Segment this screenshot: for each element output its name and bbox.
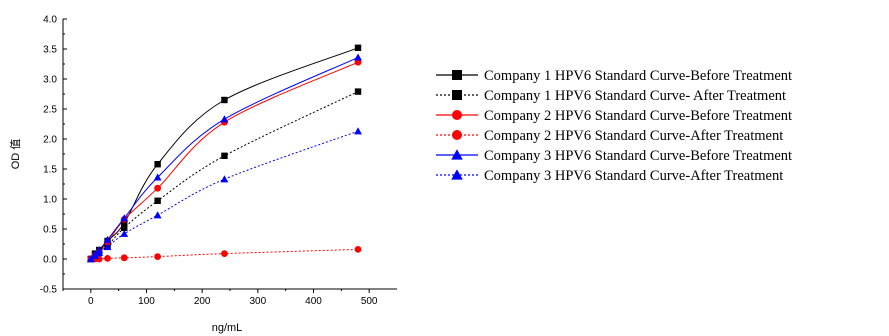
y-tick-label: 0.0 — [43, 255, 57, 266]
legend-marker-company-2-after — [452, 130, 462, 140]
data-point-company-1-before — [121, 219, 128, 227]
data-point-company-2-before — [154, 184, 162, 192]
markers — [86, 44, 362, 263]
data-point-company-2-after — [221, 250, 228, 257]
y-axis-title: OD 值 — [9, 139, 22, 170]
data-point-company-3-after — [120, 229, 129, 237]
legend-label-company-3-before: Company 3 HPV6 Standard Curve-Before Tre… — [484, 148, 792, 164]
data-point-company-3-before — [354, 53, 362, 61]
data-point-company-3-after — [91, 252, 99, 260]
x-tick-label: 500 — [361, 296, 378, 307]
y-tick-label: 2.5 — [43, 105, 57, 116]
data-point-company-2-after — [154, 253, 162, 260]
data-point-company-3-after — [95, 249, 104, 257]
data-point-company-3-after — [153, 211, 162, 219]
data-point-company-2-after — [120, 254, 128, 262]
legend-marker-company-1-after — [452, 90, 462, 100]
legend-marker-company-3-before — [451, 149, 463, 160]
data-point-company-1-after — [121, 224, 128, 231]
legend-label-company-3-after: Company 3 HPV6 Standard Curve-After Trea… — [484, 168, 783, 184]
data-point-company-1-before — [221, 96, 228, 104]
data-point-company-1-after — [221, 152, 228, 159]
y-tick-label: 3.0 — [43, 75, 57, 86]
data-point-company-1-after — [154, 197, 161, 204]
y-tick-label: 1.0 — [43, 195, 57, 206]
legend-marker-company-3-after — [451, 169, 463, 180]
axes: -0.5 0.0 0.5 1.0 1.5 2.0 2.5 3.0 3.5 4.0 0 100 200 30… — [40, 15, 397, 307]
x-tick-label: 100 — [138, 296, 155, 307]
y-tick-label: 1.5 — [43, 165, 57, 176]
legend-label-company-2-before: Company 2 HPV6 Standard Curve-Before Tre… — [484, 108, 792, 124]
x-tick-label: 0 — [88, 296, 94, 307]
data-point-company-3-after — [220, 175, 229, 183]
data-point-company-1-before — [154, 161, 161, 168]
data-point-company-1-before — [354, 44, 362, 51]
series-line-company-3-after — [90, 130, 359, 260]
y-tick-label: 0.5 — [43, 225, 57, 236]
legend-marker-company-2-before — [452, 110, 462, 120]
legend: Company 1 HPV6 Standard Curve-Before Tre… — [436, 68, 792, 184]
legend-label-company-1-after: Company 1 HPV6 Standard Curve- After Tre… — [484, 88, 786, 104]
y-tick-label: -0.5 — [40, 285, 58, 296]
x-axis-title: ng/mL — [212, 322, 243, 334]
y-tick-label: 2.0 — [43, 135, 57, 146]
data-point-company-1-after — [354, 88, 362, 95]
data-point-company-3-before — [153, 173, 162, 181]
data-point-company-3-before — [103, 235, 112, 243]
data-point-company-3-before — [220, 115, 229, 123]
legend-label-company-1-before: Company 1 HPV6 Standard Curve-Before Tre… — [484, 68, 792, 84]
data-point-company-2-after — [104, 255, 111, 262]
legend-label-company-2-after: Company 2 HPV6 Standard Curve-After Trea… — [484, 128, 783, 144]
data-point-company-3-after — [103, 243, 112, 251]
y-tick-label: 3.5 — [43, 45, 57, 56]
data-point-company-2-after — [354, 246, 362, 253]
data-point-company-3-after — [86, 255, 95, 263]
x-tick-label: 200 — [194, 296, 211, 307]
x-tick-label: 300 — [249, 296, 266, 307]
y-tick-label: 4.0 — [43, 15, 57, 26]
x-tick-label: 400 — [305, 296, 322, 307]
legend-marker-company-1-before — [452, 70, 462, 80]
data-point-company-3-after — [354, 127, 362, 135]
data-point-company-3-before — [120, 214, 129, 222]
